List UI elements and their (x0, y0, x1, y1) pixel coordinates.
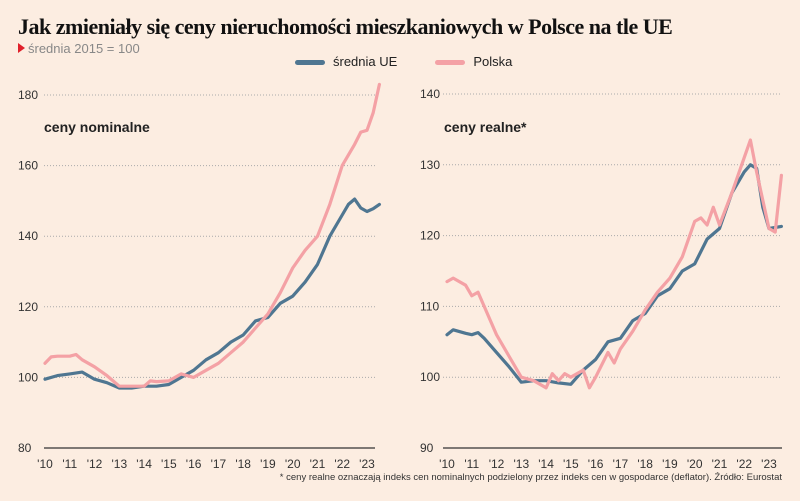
x-tick-label: '11 (464, 457, 479, 471)
legend-swatch (435, 60, 466, 66)
y-tick-label: 90 (420, 441, 434, 455)
legend-swatch (295, 60, 325, 66)
x-tick-label: '23 (359, 457, 375, 471)
panel-title: ceny nominalne (44, 119, 150, 135)
x-tick-label: '16 (588, 457, 604, 471)
x-tick-label: '13 (513, 457, 529, 471)
x-tick-label: '22 (334, 457, 350, 471)
x-tick-label: '21 (712, 457, 728, 471)
x-tick-label: '17 (211, 457, 227, 471)
x-tick-label: '17 (613, 457, 629, 471)
x-tick-label: '18 (235, 457, 251, 471)
x-tick-label: '14 (538, 457, 554, 471)
series-line-pl (43, 82, 381, 388)
x-tick-label: '23 (761, 457, 777, 471)
x-tick-label: '16 (186, 457, 202, 471)
y-tick-label: 80 (18, 441, 32, 455)
panel-title: ceny realne* (444, 119, 527, 135)
x-tick-label: '10 (37, 457, 53, 471)
y-tick-label: 180 (18, 88, 38, 102)
chart-subtitle: średnia 2015 = 100 (18, 41, 140, 56)
x-tick-label: '20 (285, 457, 301, 471)
legend: średnia UE Polska (295, 54, 512, 69)
x-tick-label: '13 (111, 457, 127, 471)
series-line-pl (445, 138, 783, 390)
x-tick-label: '14 (136, 457, 152, 471)
legend-label: Polska (473, 54, 513, 69)
x-tick-label: '20 (687, 457, 703, 471)
y-tick-label: 120 (420, 229, 440, 243)
legend-label: średnia UE (333, 54, 398, 69)
x-tick-label: '15 (563, 457, 579, 471)
x-tick-label: '19 (260, 457, 276, 471)
x-tick-label: '15 (161, 457, 177, 471)
chart-title: Jak zmieniały się ceny nieruchomości mie… (18, 14, 673, 39)
series-line-eu (43, 197, 381, 390)
y-tick-label: 120 (18, 300, 38, 314)
x-tick-label: '11 (62, 457, 77, 471)
y-tick-label: 160 (18, 159, 38, 173)
x-tick-label: '18 (637, 457, 653, 471)
legend-item-eu: średnia UE (295, 54, 397, 69)
x-tick-label: '22 (736, 457, 752, 471)
legend-item-pl: Polska (435, 54, 512, 69)
y-tick-label: 110 (420, 299, 439, 313)
y-tick-label: 140 (420, 87, 440, 101)
y-tick-label: 100 (420, 370, 440, 384)
x-tick-label: '12 (489, 457, 505, 471)
y-tick-label: 130 (420, 158, 440, 172)
y-tick-label: 100 (18, 370, 38, 384)
panel-1: 90 100 110 120 130 140 '10 '11 '12 '13 '14 '15 '16 '1… (420, 87, 783, 471)
x-tick-label: '19 (662, 457, 678, 471)
footnote: * ceny realne oznaczają indeks cen nomin… (279, 472, 782, 483)
panel-0: 80 100 120 140 160 180 '10 '11 '12 '13 '14 '15 '16 '1… (18, 82, 381, 471)
x-tick-label: '21 (310, 457, 326, 471)
x-tick-label: '10 (439, 457, 455, 471)
x-tick-label: '12 (87, 457, 103, 471)
y-tick-label: 140 (18, 229, 38, 243)
triangle-icon (18, 43, 25, 53)
series-line-eu (445, 163, 783, 386)
subtitle-text: średnia 2015 = 100 (28, 41, 140, 56)
